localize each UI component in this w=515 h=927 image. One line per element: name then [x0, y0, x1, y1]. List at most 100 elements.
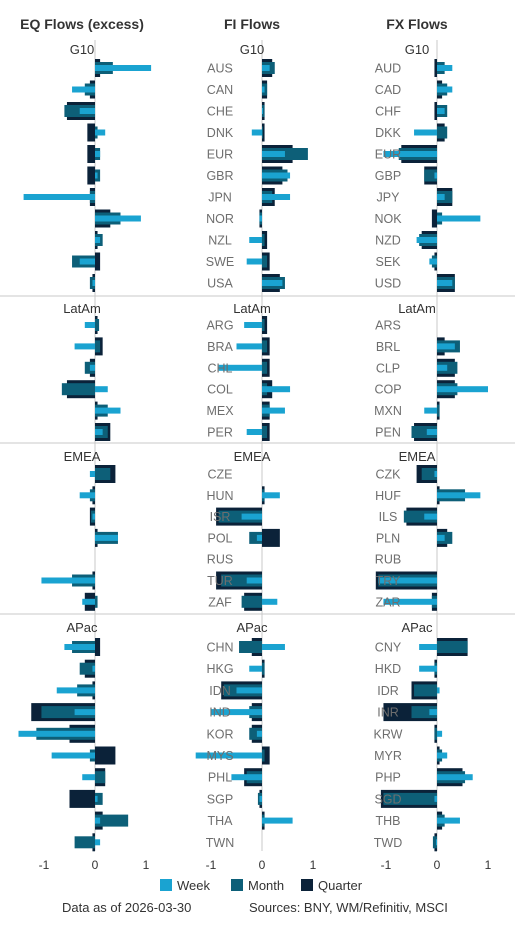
category-label-fx-flows-nok: NOK [374, 212, 402, 226]
category-label-fx-flows-php: PHP [375, 771, 401, 785]
category-label-fx-flows-idr: IDR [377, 684, 399, 698]
category-label-fi-flows-jpn: JPN [208, 191, 232, 205]
bar-fi-flows-jpn-week [262, 194, 291, 200]
bar-fx-flows-clp-week [437, 364, 448, 371]
bar-fi-flows-tur-week [246, 577, 262, 584]
bar-eq-flows-excess-nzl-week [95, 237, 101, 243]
category-label-fi-flows-cze: CZE [208, 468, 233, 482]
bar-fi-flows-arg-week [244, 322, 262, 328]
bar-fx-flows-czk-month [421, 468, 437, 480]
bar-eq-flows-excess-tha-month [95, 814, 129, 827]
section-label-fi-flows-apac: APac [236, 620, 268, 635]
category-label-fi-flows-twn: TWN [206, 836, 234, 850]
category-label-fi-flows-arg: ARG [206, 319, 233, 333]
legend-label-month: Month [248, 878, 284, 893]
bar-fi-flows-swe-month [262, 255, 268, 268]
bar-fx-flows-myr-week [437, 752, 448, 759]
category-label-fx-flows-nzd: NZD [375, 234, 401, 248]
bar-eq-flows-excess-twn-month [74, 836, 95, 849]
category-label-fx-flows-thb: THB [376, 814, 401, 828]
bar-eq-flows-excess-chn-quarter [95, 638, 101, 656]
bar-eq-flows-excess-kor-week [18, 730, 95, 737]
bar-fi-flows-nzl-month [262, 234, 265, 246]
category-label-fx-flows-try: TRY [376, 574, 401, 588]
bar-eq-flows-excess-phl-month [95, 771, 106, 784]
bar-fx-flows-krw-month [434, 727, 437, 740]
category-label-fi-flows-idn: IDN [209, 684, 231, 698]
category-label-fx-flows-usd: USD [375, 277, 401, 291]
section-label-eq-flows-excess-apac: APac [66, 620, 98, 635]
category-label-fi-flows-tha: THA [208, 814, 234, 828]
bar-eq-flows-excess-tha-week [95, 817, 101, 824]
legend-swatch-month [231, 879, 243, 891]
category-label-fi-flows-kor: KOR [206, 727, 233, 741]
x-tick-fx-flows-1: 0 [434, 858, 441, 872]
bar-fi-flows-per-week [246, 429, 262, 435]
bar-eq-flows-excess-col-month [61, 383, 95, 396]
bar-fx-flows-huf-week [437, 492, 481, 499]
legend-swatch-quarter [301, 879, 313, 891]
bar-fx-flows-php-week [437, 774, 473, 781]
bar-fi-flows-arg-month [262, 319, 265, 331]
x-tick-fx-flows-0: -1 [381, 858, 392, 872]
category-label-fi-flows-tur: TUR [207, 574, 233, 588]
bar-eq-flows-excess-sgp-month [95, 792, 103, 805]
category-label-fi-flows-per: PER [207, 426, 233, 440]
bar-fi-flows-pol-quarter [262, 528, 280, 547]
category-label-fi-flows-hun: HUN [206, 489, 233, 503]
bar-eq-flows-excess-twn-week [95, 839, 101, 846]
category-label-fi-flows-chl: CHL [207, 361, 232, 375]
bar-fx-flows-nzd-week [416, 237, 437, 243]
section-label-fx-flows-emea: EMEA [399, 449, 436, 464]
bar-fi-flows-swe-week [246, 258, 262, 265]
bar-fi-flows-per-month [262, 426, 268, 438]
bar-fx-flows-brl-week [437, 343, 455, 350]
category-label-fx-flows-gbp: GBP [375, 169, 401, 183]
bar-fx-flows-dkk-week [414, 129, 437, 136]
category-label-fi-flows-gbr: GBR [206, 169, 233, 183]
bar-fx-flows-sgd-month [383, 792, 437, 805]
category-label-fi-flows-mys: MYS [206, 749, 233, 763]
bar-fx-flows-zar-week [383, 598, 437, 605]
bar-eq-flows-excess-cze-month [95, 468, 111, 480]
bar-eq-flows-excess-eur-quarter [87, 145, 95, 163]
category-label-fi-flows-hkg: HKG [206, 662, 233, 676]
category-label-fi-flows-nor: NOR [206, 212, 234, 226]
x-tick-eq-flows-excess-0: -1 [39, 858, 50, 872]
bar-eq-flows-excess-mys-quarter [95, 746, 116, 765]
category-label-fi-flows-sgp: SGP [207, 792, 233, 806]
bar-fx-flows-aud-week [437, 65, 453, 71]
bar-fx-flows-aud-quarter [434, 59, 437, 77]
bars-layer [18, 59, 488, 852]
footer-sources: Sources: BNY, WM/Refinitiv, MSCI [249, 900, 448, 915]
bar-fi-flows-pol-week [256, 534, 262, 541]
category-label-fx-flows-rub: RUB [375, 553, 401, 567]
bar-fx-flows-try-week [378, 577, 437, 584]
bar-fx-flows-mxn-month [437, 404, 440, 417]
category-label-fx-flows-cny: CNY [375, 641, 402, 655]
bar-fx-flows-gbp-month [424, 169, 437, 182]
bar-eq-flows-excess-usa-week [92, 280, 95, 286]
category-label-fx-flows-chf: CHF [375, 105, 401, 119]
category-label-fi-flows-isr: ISR [210, 510, 231, 524]
bar-eq-flows-excess-col-week [95, 386, 108, 393]
bar-fx-flows-idr-week [437, 687, 440, 694]
bar-eq-flows-excess-zaf-week [82, 598, 95, 605]
bar-fi-flows-mys-week [195, 752, 262, 759]
bar-fi-flows-gbr-week [262, 172, 291, 179]
category-label-fx-flows-inr: INR [377, 706, 399, 720]
bar-eq-flows-excess-mys-week [51, 752, 95, 759]
category-label-fx-flows-eur: EUR [375, 148, 401, 162]
bar-eq-flows-excess-chn-week [64, 644, 95, 650]
category-label-fx-flows-dkk: DKK [375, 126, 401, 140]
bar-fi-flows-zaf-month [241, 595, 262, 608]
bar-fi-flows-chn-week [262, 644, 285, 650]
bar-fi-flows-isr-month [218, 510, 262, 523]
category-label-fi-flows-col: COL [207, 383, 233, 397]
category-label-fx-flows-czk: CZK [376, 468, 402, 482]
bar-eq-flows-excess-cze-week [89, 471, 95, 477]
category-label-fx-flows-jpy: JPY [377, 191, 401, 205]
bar-eq-flows-excess-can-week [72, 86, 95, 93]
bar-fi-flows-dnk-month [262, 126, 264, 139]
category-label-fi-flows-mex: MEX [206, 404, 234, 418]
